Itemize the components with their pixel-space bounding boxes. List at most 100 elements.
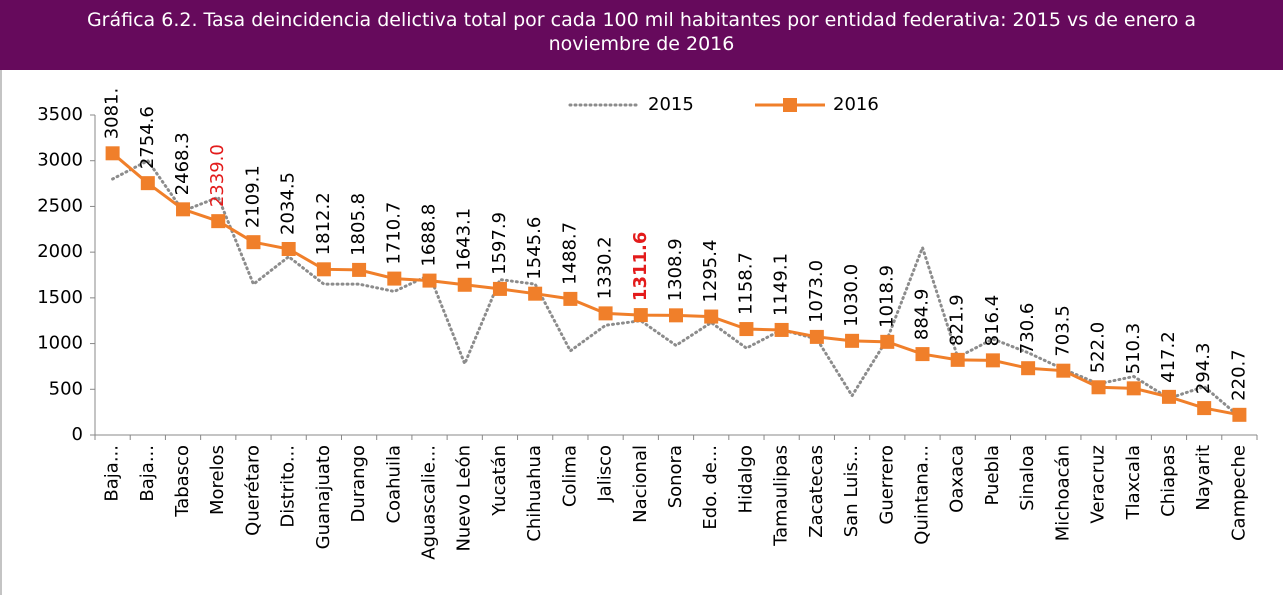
y-tick-label: 3000 <box>37 150 83 171</box>
marker <box>140 176 155 191</box>
x-tick-label: Morelos <box>207 445 228 515</box>
data-label: 1311.6 <box>630 232 651 301</box>
data-label: 522.0 <box>1088 322 1109 374</box>
x-tick-label: Tlaxcala <box>1123 445 1144 520</box>
x-tick-label: Sonora <box>665 445 686 508</box>
x-tick-label: Distrito... <box>278 445 299 528</box>
data-label: 1643.1 <box>454 208 475 271</box>
x-tick-label: Chihuahua <box>524 445 545 542</box>
data-label: 1158.7 <box>735 252 756 315</box>
data-label: 1018.9 <box>876 265 897 328</box>
x-tick-label: Sinaloa <box>1017 445 1038 511</box>
x-tick-label: Guerrero <box>876 445 897 525</box>
data-label: 1308.9 <box>665 238 686 301</box>
data-label: 2109.1 <box>242 165 263 228</box>
x-tick-label: Chiapas <box>1158 445 1179 517</box>
data-label: 2034.5 <box>278 172 299 235</box>
marker <box>1161 389 1176 404</box>
marker <box>1197 401 1212 416</box>
data-label: 730.6 <box>1017 303 1038 355</box>
data-label: 1545.6 <box>524 217 545 280</box>
x-tick-label: Nayarit <box>1193 445 1214 511</box>
x-tick-label: Hidalgo <box>735 445 756 513</box>
x-tick-label: San Luis... <box>841 445 862 537</box>
data-label: 417.2 <box>1158 331 1179 383</box>
marker <box>492 281 507 296</box>
x-tick-label: Querétaro <box>242 445 263 536</box>
marker <box>563 291 578 306</box>
marker <box>633 308 648 323</box>
x-tick-label: Tabasco <box>172 445 193 518</box>
data-label: 1597.9 <box>489 212 510 275</box>
data-label: 2339.0 <box>207 144 228 207</box>
x-tick-label: Quintana... <box>911 445 932 545</box>
data-label: 2754.6 <box>137 106 158 169</box>
marker <box>845 333 860 348</box>
marker <box>915 347 930 362</box>
marker <box>950 352 965 367</box>
x-tick-label: Baja... <box>137 445 158 502</box>
marker <box>669 308 683 323</box>
x-tick-label: Yucatán <box>489 445 510 517</box>
data-label: 816.4 <box>982 295 1003 347</box>
series-line <box>111 158 1241 419</box>
data-label: 1488.7 <box>559 222 580 285</box>
y-tick-label: 2000 <box>37 241 83 262</box>
y-tick-label: 3500 <box>37 104 83 125</box>
marker <box>387 271 402 286</box>
marker <box>1021 361 1036 376</box>
marker <box>1056 363 1071 378</box>
data-label: 1149.1 <box>771 253 792 316</box>
x-tick-label: Guanajuato <box>313 445 334 549</box>
marker <box>105 146 120 161</box>
x-tick-label: Coahuila <box>383 445 404 523</box>
x-tick-label: Nacional <box>630 445 651 523</box>
marker <box>281 241 296 256</box>
marker <box>528 286 543 301</box>
x-tick-label: Nuevo León <box>454 445 475 552</box>
marker <box>704 309 719 324</box>
marker <box>809 329 824 344</box>
marker <box>422 273 437 288</box>
marker <box>598 306 613 321</box>
marker <box>246 235 261 250</box>
data-label: 1688.8 <box>419 204 440 267</box>
data-label: 220.7 <box>1228 349 1249 401</box>
data-label: 1073.0 <box>806 260 827 323</box>
x-tick-label: Aguascalie... <box>419 445 440 560</box>
x-tick-label: Tamaulipas <box>771 445 792 547</box>
x-tick-label: Durango <box>348 445 369 523</box>
data-label: 1295.4 <box>700 240 721 303</box>
x-tick-label: Colima <box>559 445 580 507</box>
data-label: 1030.0 <box>841 264 862 327</box>
data-label: 510.3 <box>1123 323 1144 375</box>
data-label: 2468.3 <box>172 132 193 195</box>
marker <box>316 262 331 277</box>
marker <box>352 262 367 277</box>
marker <box>176 202 191 217</box>
data-label: 1330.2 <box>595 236 616 299</box>
y-tick-label: 500 <box>49 378 83 399</box>
y-tick-label: 1500 <box>37 287 83 308</box>
x-tick-label: Puebla <box>982 445 1003 505</box>
marker <box>1126 381 1141 396</box>
marker <box>211 214 226 229</box>
data-label: 821.9 <box>947 294 968 346</box>
data-label: 884.9 <box>911 289 932 341</box>
y-tick-label: 0 <box>72 424 83 445</box>
marker <box>457 277 472 292</box>
x-tick-label: Veracruz <box>1088 445 1109 524</box>
legend-marker <box>783 98 797 112</box>
x-tick-label: Zacatecas <box>806 445 827 538</box>
data-label: 1812.2 <box>313 192 334 255</box>
data-label: 1710.7 <box>383 202 404 265</box>
data-label: 703.5 <box>1052 305 1073 357</box>
y-tick-label: 2500 <box>37 195 83 216</box>
marker <box>880 334 895 349</box>
y-tick-label: 1000 <box>37 333 83 354</box>
x-tick-label: Oaxaca <box>947 445 968 513</box>
marker <box>1232 407 1247 422</box>
legend-label: 2015 <box>648 94 694 115</box>
